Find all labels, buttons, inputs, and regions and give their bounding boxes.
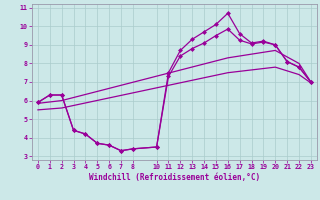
X-axis label: Windchill (Refroidissement éolien,°C): Windchill (Refroidissement éolien,°C): [89, 173, 260, 182]
